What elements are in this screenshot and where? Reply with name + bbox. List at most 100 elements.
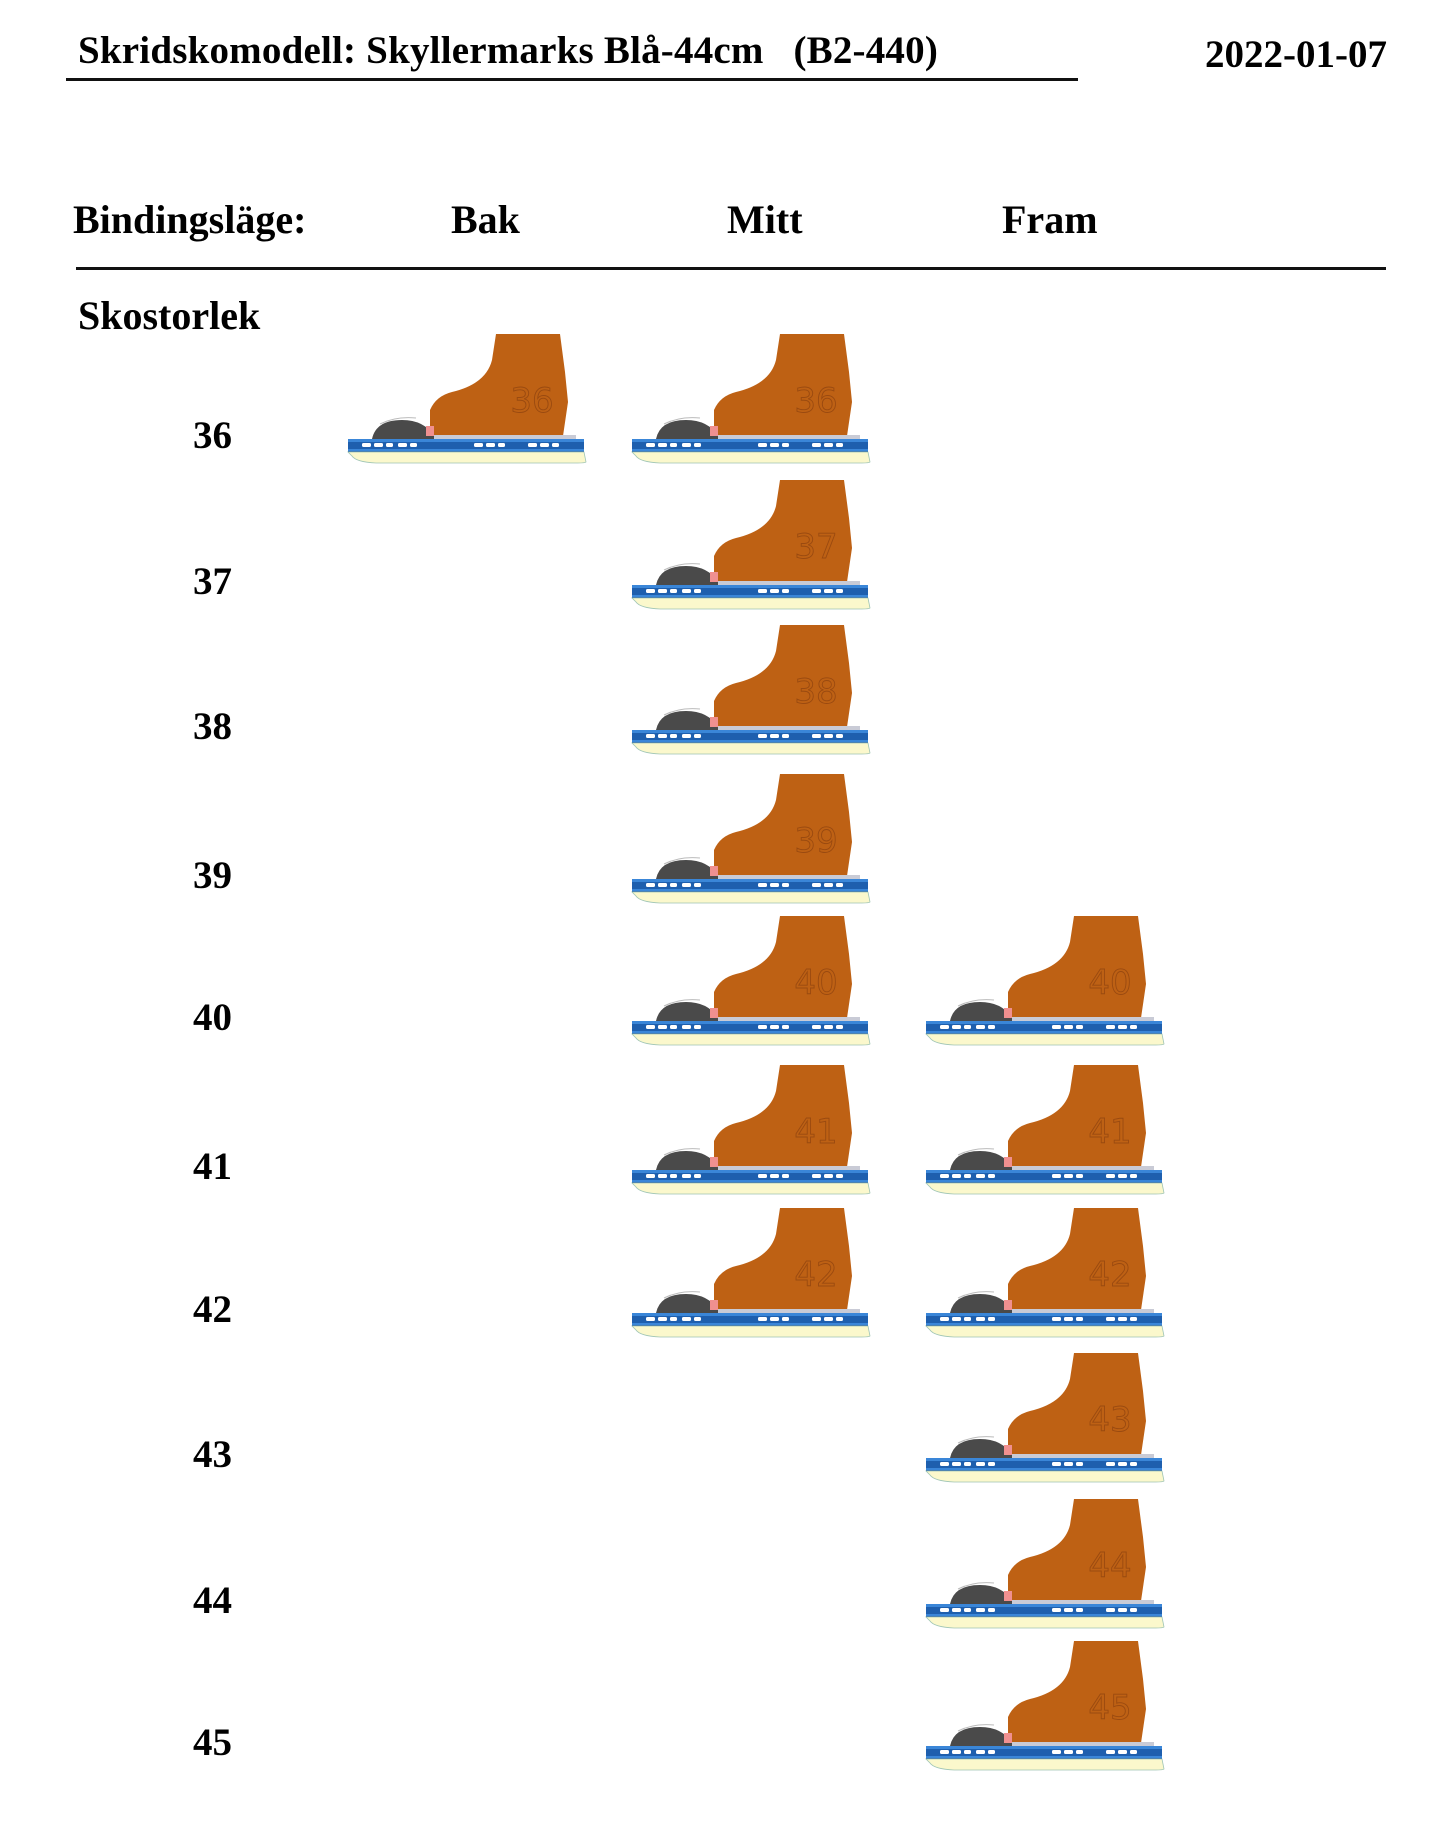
column-header-mitt: Mitt [727,197,803,242]
binding [656,1151,720,1170]
shoe-size-row-label: 39 [193,854,232,897]
binding [656,566,720,585]
boot [714,625,852,727]
binding [950,1439,1014,1458]
boot [714,1208,852,1310]
shoe-size-row-label: 45 [193,1721,232,1764]
skate-diagram-mitt-40: 40 [630,914,876,1046]
blade-top [926,1458,1162,1471]
blade-top [632,1313,868,1326]
binding [950,1151,1014,1170]
document-date: 2022-01-07 [1205,33,1387,76]
boot-size-label: 45 [1088,1688,1131,1728]
binding [950,1727,1014,1746]
blade [925,1182,1165,1195]
blade [631,451,871,464]
blade [925,1325,1165,1338]
skate-diagram-mitt-41: 41 [630,1063,876,1195]
boot-size-label: 40 [794,963,837,1003]
boot-size-label: 41 [1088,1112,1131,1152]
shoe-size-row-label: 36 [193,414,232,457]
boot-size-label: 44 [1088,1546,1131,1586]
title-underline [66,78,1078,81]
blade-top [926,1604,1162,1617]
blade [631,1182,871,1195]
blade-top [632,1021,868,1034]
boot-size-label: 42 [794,1255,837,1295]
header-divider [76,267,1386,270]
boot [714,1065,852,1167]
shoe-size-row-label: 40 [193,996,232,1039]
column-header-fram: Fram [1002,197,1098,242]
blade [925,1033,1165,1046]
shoe-size-row-label: 41 [193,1145,232,1188]
skate-diagram-mitt-39: 39 [630,772,876,904]
skate-diagram-mitt-38: 38 [630,623,876,755]
blade [925,1470,1165,1483]
blade-top [926,1021,1162,1034]
boot-size-label: 40 [1088,963,1131,1003]
binding [656,1294,720,1313]
boot [714,480,852,582]
binding [656,860,720,879]
binding [372,420,436,439]
boot-size-label: 37 [794,527,837,567]
boot [1008,1499,1146,1601]
blade [925,1616,1165,1629]
binding-position-label: Bindingsläge: [73,197,307,242]
binding [656,1002,720,1021]
binding [656,420,720,439]
blade-top [632,585,868,598]
skate-diagram-mitt-37: 37 [630,478,876,610]
blade-top [926,1313,1162,1326]
boot-size-label: 42 [1088,1255,1131,1295]
binding [950,1294,1014,1313]
blade-top [926,1170,1162,1183]
blade [631,891,871,904]
boot [714,334,852,436]
shoe-size-row-label: 37 [193,560,232,603]
blade-top [632,1170,868,1183]
skate-diagram-fram-40: 40 [924,914,1170,1046]
boot-size-label: 36 [510,381,553,421]
blade [631,742,871,755]
binding [950,1002,1014,1021]
column-header-bak: Bak [451,197,520,242]
blade [925,1758,1165,1771]
boot [714,774,852,876]
binding [950,1585,1014,1604]
shoe-size-row-label: 38 [193,705,232,748]
skate-diagram-fram-43: 43 [924,1351,1170,1483]
boot [1008,1353,1146,1455]
boot [1008,1641,1146,1743]
blade-top [632,730,868,743]
blade-top [348,439,584,452]
boot-size-label: 43 [1088,1400,1131,1440]
shoe-size-label: Skostorlek [78,293,261,338]
skate-diagram-mitt-42: 42 [630,1206,876,1338]
skate-diagram-fram-42: 42 [924,1206,1170,1338]
boot-size-label: 38 [794,672,837,712]
blade [631,1033,871,1046]
blade [631,597,871,610]
blade-top [632,879,868,892]
blade [347,451,587,464]
shoe-size-row-label: 43 [193,1433,232,1476]
boot [1008,1065,1146,1167]
shoe-size-row-label: 44 [193,1579,232,1622]
skate-diagram-fram-45: 45 [924,1639,1170,1771]
skate-diagram-fram-44: 44 [924,1497,1170,1629]
boot-size-label: 41 [794,1112,837,1152]
skate-diagram-bak-36: 36 [346,332,592,464]
boot [430,334,568,436]
boot-size-label: 39 [794,821,837,861]
blade [631,1325,871,1338]
blade-top [632,439,868,452]
boot [1008,1208,1146,1310]
boot-size-label: 36 [794,381,837,421]
shoe-size-row-label: 42 [193,1288,232,1331]
boot [714,916,852,1018]
binding [656,711,720,730]
blade-top [926,1746,1162,1759]
boot [1008,916,1146,1018]
